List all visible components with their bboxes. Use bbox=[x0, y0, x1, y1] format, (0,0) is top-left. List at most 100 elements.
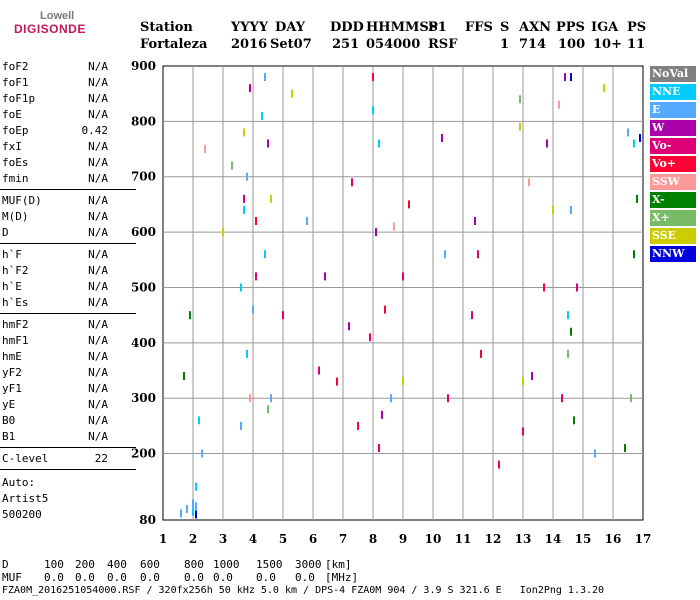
param-value: N/A bbox=[88, 210, 108, 223]
footer-muf-value: 0.0 bbox=[213, 571, 233, 584]
param-name: foF2 bbox=[2, 60, 29, 73]
param-name: yF2 bbox=[2, 366, 22, 379]
logo-text-digisonde: DIGISONDE bbox=[14, 22, 86, 36]
param-value: N/A bbox=[88, 414, 108, 427]
param-row: C-level 22 bbox=[2, 452, 108, 466]
data-point bbox=[474, 217, 476, 226]
param-name: yF1 bbox=[2, 382, 22, 395]
data-point bbox=[375, 228, 377, 237]
x-tick-label: 14 bbox=[545, 532, 562, 546]
legend-entry: SSW bbox=[650, 174, 696, 190]
data-point bbox=[594, 449, 596, 458]
header-label: P1 bbox=[428, 20, 447, 35]
data-point bbox=[306, 217, 308, 226]
header-label: DAY bbox=[275, 20, 305, 35]
x-tick-label: 17 bbox=[635, 532, 652, 546]
param-value: N/A bbox=[88, 92, 108, 105]
y-tick-label: 700 bbox=[131, 170, 156, 184]
param-name: foEp bbox=[2, 124, 29, 137]
param-value: 22 bbox=[94, 452, 108, 465]
header-label: HHMMSS bbox=[366, 20, 438, 35]
x-tick-label: 5 bbox=[279, 532, 287, 546]
header-value: 251 bbox=[332, 37, 360, 52]
footer-muf-label: MUF bbox=[2, 571, 22, 584]
data-point bbox=[624, 444, 626, 453]
data-point bbox=[576, 283, 578, 292]
data-point bbox=[402, 377, 404, 386]
data-point bbox=[570, 205, 572, 214]
x-tick-label: 1 bbox=[159, 532, 167, 546]
x-tick-label: 7 bbox=[339, 532, 347, 546]
param-row: B1 N/A bbox=[2, 430, 108, 444]
param-row: h`E N/A bbox=[2, 280, 108, 294]
param-value: N/A bbox=[88, 156, 108, 169]
data-point bbox=[564, 73, 566, 82]
data-point bbox=[477, 250, 479, 259]
data-point bbox=[573, 416, 575, 425]
footer-muf-value: 0.0 bbox=[107, 571, 127, 584]
header-label: YYYY bbox=[231, 20, 269, 35]
data-point bbox=[522, 377, 524, 386]
data-point bbox=[384, 305, 386, 314]
y-tick-label: 600 bbox=[131, 225, 156, 239]
data-point bbox=[180, 509, 182, 518]
x-tick-label: 11 bbox=[455, 532, 472, 546]
data-point bbox=[570, 327, 572, 336]
data-point bbox=[204, 145, 206, 154]
param-row: fmin N/A bbox=[2, 172, 108, 186]
y-tick-label: 800 bbox=[131, 114, 156, 128]
header-value: RSF bbox=[428, 37, 458, 52]
footer-muf-value: 0.0 bbox=[44, 571, 64, 584]
header-value: 1 bbox=[500, 37, 510, 52]
header-label: PPS bbox=[556, 20, 585, 35]
param-value: N/A bbox=[88, 398, 108, 411]
data-point bbox=[195, 502, 197, 511]
param-row: hmF2 N/A bbox=[2, 318, 108, 332]
param-name: foF1 bbox=[2, 76, 29, 89]
data-point bbox=[267, 139, 269, 148]
param-name: h`E bbox=[2, 280, 22, 293]
data-point bbox=[282, 311, 284, 320]
footer-d-value: 800 bbox=[184, 558, 204, 571]
data-point bbox=[378, 139, 380, 148]
param-name: C-level bbox=[2, 452, 49, 465]
data-point bbox=[291, 89, 293, 98]
x-tick-label: 12 bbox=[485, 532, 502, 546]
param-row: foF2 N/A bbox=[2, 60, 108, 74]
param-name: fxI bbox=[2, 140, 22, 153]
data-point bbox=[603, 84, 605, 93]
y-tick-label: 80 bbox=[139, 513, 156, 527]
separator-line bbox=[0, 243, 136, 244]
data-point bbox=[561, 394, 563, 403]
data-point bbox=[351, 178, 353, 187]
data-point bbox=[630, 394, 632, 403]
param-value: N/A bbox=[88, 296, 108, 309]
footer-muf-value: [MHz] bbox=[325, 571, 359, 584]
data-point bbox=[393, 222, 395, 231]
data-point bbox=[222, 228, 224, 237]
param-name: B1 bbox=[2, 430, 16, 443]
footer-muf-value: 0.0 bbox=[184, 571, 204, 584]
header-value: 10+ bbox=[593, 37, 622, 52]
param-value: 0.42 bbox=[81, 124, 109, 137]
x-tick-label: 13 bbox=[515, 532, 532, 546]
header-value: Set07 bbox=[270, 37, 312, 52]
data-point bbox=[570, 73, 572, 82]
data-point bbox=[195, 510, 197, 519]
data-point bbox=[372, 106, 374, 115]
param-value: N/A bbox=[88, 350, 108, 363]
param-row: yE N/A bbox=[2, 398, 108, 412]
header-value: 100 bbox=[558, 37, 586, 52]
param-row: foEp 0.42 bbox=[2, 124, 108, 138]
param-name: foE bbox=[2, 108, 22, 121]
param-name: fmin bbox=[2, 172, 29, 185]
data-point bbox=[519, 122, 521, 131]
header-label: DDD bbox=[330, 20, 364, 35]
header-value: 2016 bbox=[231, 37, 268, 52]
data-point bbox=[447, 394, 449, 403]
data-point bbox=[264, 73, 266, 82]
header-label: S bbox=[500, 20, 510, 35]
param-row: yF2 N/A bbox=[2, 366, 108, 380]
data-point bbox=[243, 194, 245, 203]
data-point bbox=[498, 460, 500, 469]
